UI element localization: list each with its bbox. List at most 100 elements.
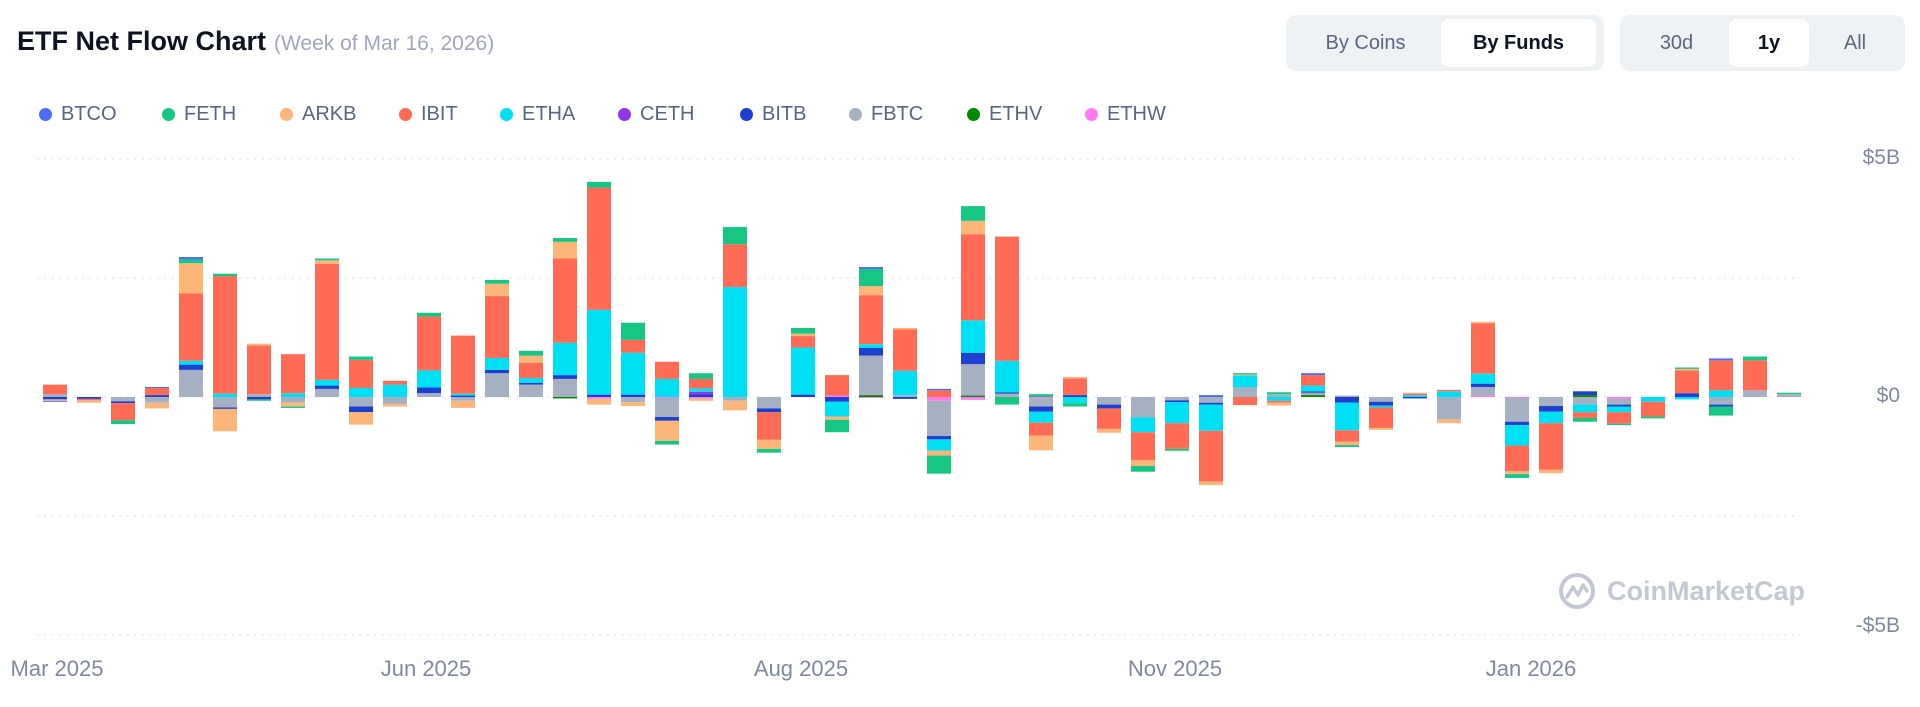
bar-segment-btco[interactable] [859,267,883,269]
week-bar-13[interactable] [451,335,475,408]
bar-segment-bitb[interactable] [1029,406,1053,412]
bar-segment-fbtc[interactable] [1777,394,1801,397]
bar-segment-ibit[interactable] [859,295,883,345]
bar-segment-arkb[interactable] [281,402,305,407]
bar-segment-arkb[interactable] [825,416,849,420]
week-bar-7[interactable] [247,343,271,401]
bar-segment-feth[interactable] [961,206,985,221]
legend-item-ibit[interactable]: IBIT [399,103,458,126]
bar-segment-feth[interactable] [1233,373,1257,375]
bar-segment-ibit[interactable] [995,236,1019,361]
week-bar-51[interactable] [1743,356,1767,397]
bar-segment-bitb[interactable] [587,394,611,397]
bar-segment-etha[interactable] [485,357,509,370]
bar-segment-etha[interactable] [587,309,611,395]
week-bar-26[interactable] [893,327,917,399]
bar-segment-arkb[interactable] [213,408,237,432]
bar-segment-etha[interactable] [519,377,543,383]
bar-segment-etha[interactable] [825,401,849,417]
bar-segment-bitb[interactable] [553,375,577,379]
bar-segment-feth[interactable] [1063,403,1087,407]
bar-segment-feth[interactable] [417,312,441,317]
bar-segment-ibit[interactable] [77,398,101,401]
bar-segment-feth[interactable] [519,350,543,356]
bar-segment-arkb[interactable] [1063,377,1087,379]
bar-segment-fbtc[interactable] [519,384,543,397]
week-bar-11[interactable] [383,380,407,407]
bar-segment-ibit[interactable] [1301,375,1325,386]
bar-segment-feth[interactable] [1165,448,1189,451]
bar-segment-feth[interactable] [859,268,883,287]
bar-segment-ibit[interactable] [1097,408,1121,429]
bar-segment-arkb[interactable] [757,439,781,449]
bar-segment-bitb[interactable] [315,385,339,389]
bar-segment-etha[interactable] [1301,385,1325,392]
week-bar-49[interactable] [1675,367,1699,400]
by-funds-button[interactable]: By Funds [1441,19,1596,67]
bar-segment-arkb[interactable] [451,400,475,408]
week-bar-37[interactable] [1267,392,1291,406]
bar-segment-feth[interactable] [587,181,611,188]
week-bar-42[interactable] [1437,389,1461,424]
week-bar-47[interactable] [1607,397,1631,426]
bar-segment-bitb[interactable] [961,352,985,365]
range-30d-button[interactable]: 30d [1659,31,1694,54]
bar-segment-feth[interactable] [179,259,203,264]
bar-segment-arkb[interactable] [961,220,985,235]
bar-segment-fbtc[interactable] [1505,397,1529,422]
bar-segment-bitb[interactable] [247,397,271,400]
bar-segment-etha[interactable] [1165,402,1189,424]
week-bar-31[interactable] [1063,377,1087,407]
bar-segment-feth[interactable] [111,420,135,425]
bar-segment-btco[interactable] [179,257,203,260]
bar-segment-ibit[interactable] [1403,393,1427,396]
bar-segment-arkb[interactable] [1267,402,1291,406]
bar-segment-etha[interactable] [961,320,985,353]
bar-segment-fbtc[interactable] [893,395,917,397]
bar-segment-bitb[interactable] [655,416,679,421]
week-bar-1[interactable] [43,384,67,402]
bar-segment-etha[interactable] [315,379,339,386]
bar-segment-etha[interactable] [451,393,475,396]
week-bar-44[interactable] [1505,397,1529,478]
bar-segment-ethv[interactable] [553,397,577,399]
bar-segment-fbtc[interactable] [757,397,781,409]
bar-segment-fbtc[interactable] [349,397,373,407]
bar-segment-bitb[interactable] [417,387,441,394]
bar-segment-ethw[interactable] [689,397,713,399]
bar-segment-etha[interactable] [1539,411,1563,424]
bar-segment-ibit[interactable] [1641,401,1665,417]
week-bar-43[interactable] [1471,321,1495,397]
bar-segment-bitb[interactable] [1097,404,1121,409]
bar-segment-feth[interactable] [757,448,781,453]
bar-segment-arkb[interactable] [621,402,645,407]
week-bar-40[interactable] [1369,397,1393,430]
week-bar-16[interactable] [553,238,577,399]
bar-segment-ethv[interactable] [1301,395,1325,397]
week-bar-45[interactable] [1539,397,1563,474]
bar-segment-etha[interactable] [1607,406,1631,413]
bar-segment-etha[interactable] [1199,404,1223,431]
bar-segment-ibit[interactable] [1607,412,1631,424]
bar-segment-etha[interactable] [1641,397,1665,402]
week-bar-30[interactable] [1029,394,1053,451]
bar-segment-ibit[interactable] [1471,323,1495,374]
bar-segment-bitb[interactable] [1573,391,1597,396]
bar-segment-fbtc[interactable] [1743,390,1767,397]
bar-segment-fbtc[interactable] [315,388,339,397]
bar-segment-arkb[interactable] [349,412,373,425]
bar-segment-arkb[interactable] [1029,435,1053,451]
bar-segment-ibit[interactable] [621,339,645,353]
bar-segment-ibit[interactable] [349,359,373,388]
bar-segment-arkb[interactable] [655,420,679,441]
bar-segment-feth[interactable] [1029,394,1053,397]
bar-segment-fbtc[interactable] [43,394,67,397]
bar-segment-ibit[interactable] [723,244,747,288]
bar-segment-feth[interactable] [791,327,815,334]
bar-segment-etha[interactable] [1131,417,1155,433]
bar-segment-bitb[interactable] [1199,402,1223,405]
bar-segment-ibit[interactable] [587,187,611,310]
bar-segment-bitb[interactable] [43,397,67,400]
bar-segment-ibit[interactable] [1165,423,1189,449]
bar-segment-fbtc[interactable] [1607,398,1631,405]
